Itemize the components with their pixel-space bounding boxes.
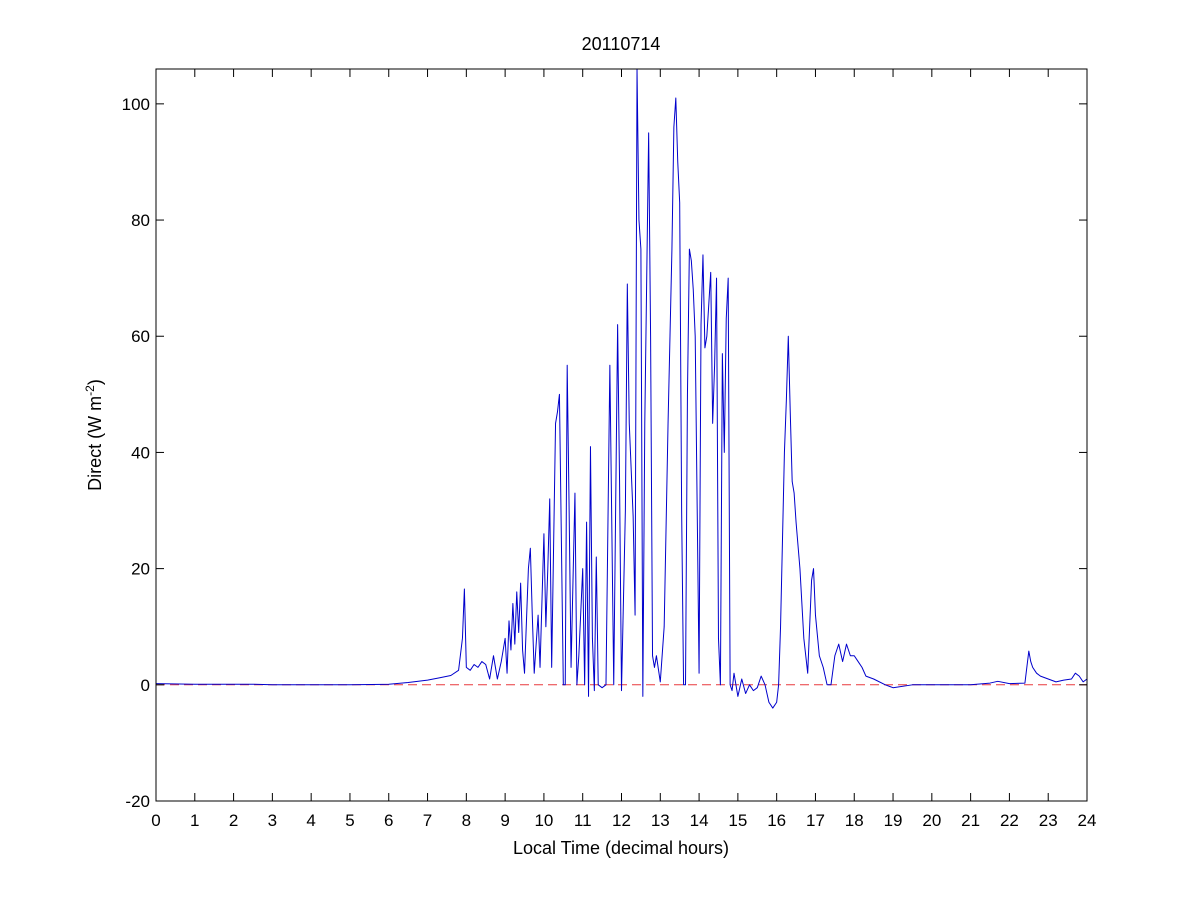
x-tick-label-12: 12 xyxy=(612,811,631,830)
x-tick-label-10: 10 xyxy=(534,811,553,830)
y-axis: -20 0 20 40 60 80 100 xyxy=(122,95,1087,811)
y-axis-label-close: ) xyxy=(85,379,105,385)
x-tick-label-0: 0 xyxy=(151,811,160,830)
y-tick-label--20: -20 xyxy=(125,792,150,811)
y-tick-label-100: 100 xyxy=(122,95,150,114)
x-tick-label-23: 23 xyxy=(1039,811,1058,830)
x-tick-label-20: 20 xyxy=(922,811,941,830)
x-tick-label-1: 1 xyxy=(190,811,199,830)
x-tick-label-2: 2 xyxy=(229,811,238,830)
x-tick-label-4: 4 xyxy=(306,811,315,830)
x-tick-label-21: 21 xyxy=(961,811,980,830)
chart-title: 20110714 xyxy=(582,34,661,54)
x-tick-label-15: 15 xyxy=(728,811,747,830)
y-axis-label-main: Direct (W m xyxy=(85,396,105,491)
y-axis-label-superscript: -2 xyxy=(83,385,97,396)
y-tick-label-20: 20 xyxy=(131,560,150,579)
x-tick-label-22: 22 xyxy=(1000,811,1019,830)
x-tick-label-19: 19 xyxy=(884,811,903,830)
y-tick-label-60: 60 xyxy=(131,327,150,346)
x-axis: 0 1 2 3 4 5 6 7 8 9 10 11 12 13 14 15 16 17 18 19 20 21 22 23 24 xyxy=(151,69,1096,830)
x-tick-label-24: 24 xyxy=(1078,811,1097,830)
x-tick-label-3: 3 xyxy=(268,811,277,830)
x-tick-label-14: 14 xyxy=(690,811,709,830)
x-tick-label-7: 7 xyxy=(423,811,432,830)
y-tick-label-40: 40 xyxy=(131,443,150,462)
x-tick-label-18: 18 xyxy=(845,811,864,830)
x-tick-label-9: 9 xyxy=(500,811,509,830)
x-tick-label-11: 11 xyxy=(574,811,592,830)
y-axis-label: Direct (W m-2) xyxy=(83,379,105,491)
x-axis-label: Local Time (decimal hours) xyxy=(513,838,729,858)
x-tick-label-5: 5 xyxy=(345,811,354,830)
x-tick-label-16: 16 xyxy=(767,811,786,830)
x-tick-label-13: 13 xyxy=(651,811,670,830)
series-line-0 xyxy=(155,68,1088,709)
x-tick-label-6: 6 xyxy=(384,811,393,830)
y-tick-label-80: 80 xyxy=(131,211,150,230)
x-tick-label-17: 17 xyxy=(806,811,825,830)
y-tick-label-0: 0 xyxy=(141,676,150,695)
x-tick-label-8: 8 xyxy=(462,811,471,830)
